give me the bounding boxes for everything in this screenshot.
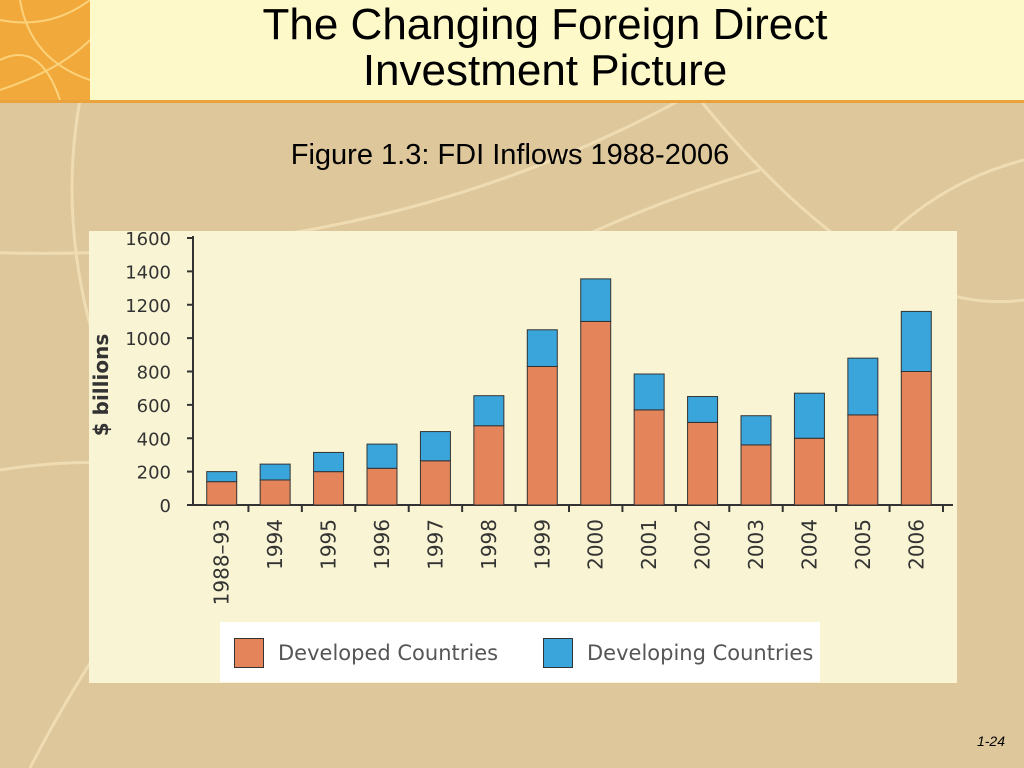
bar-developed <box>366 467 398 506</box>
legend-label-developing: Developing Countries <box>587 641 814 665</box>
bar-developed <box>419 460 451 506</box>
legend-item-developing: Developing Countries <box>543 637 813 669</box>
x-tick-label: 2004 <box>797 519 821 570</box>
bar-developing <box>419 431 451 462</box>
bar-developing <box>473 395 505 427</box>
x-tick-label: 2000 <box>584 519 608 570</box>
y-tick-label: 1200 <box>125 296 171 317</box>
bar-developing <box>633 373 665 411</box>
chart-panel: 0 200 400 600 800 1000 1200 1400 1600 $ billions 1… <box>89 229 957 683</box>
y-tick-label: 1000 <box>125 329 171 350</box>
bar-developing <box>687 396 719 423</box>
y-tick-label: 0 <box>160 496 171 517</box>
fdi-stacked-bar-chart: 0 200 400 600 800 1000 1200 1400 1600 $ billions 1… <box>89 229 953 605</box>
x-tick-label: 2006 <box>904 519 928 570</box>
legend-label-developed: Developed Countries <box>278 641 499 665</box>
y-tick-label: 1600 <box>125 231 171 250</box>
legend-swatch-developed <box>234 638 264 668</box>
bar-developed <box>633 409 665 506</box>
bar-developing <box>259 463 291 481</box>
bar-developing <box>526 329 558 367</box>
bar-developing <box>847 357 879 416</box>
y-tick-label: 800 <box>137 363 171 384</box>
bar-developed <box>580 320 612 506</box>
bar-developed <box>900 371 932 506</box>
x-tick-label: 2001 <box>637 519 661 570</box>
bar-developed <box>313 471 345 506</box>
x-tick-label: 2003 <box>744 519 768 570</box>
bar-developed <box>206 481 238 506</box>
x-tick-label: 1996 <box>370 519 394 570</box>
y-axis-label: $ billions <box>89 334 113 437</box>
y-tick-label: 600 <box>137 396 171 417</box>
x-tick-label: 1994 <box>263 519 287 570</box>
bar-developing <box>313 451 345 473</box>
legend-item-developed: Developed Countries <box>234 637 498 669</box>
bar-developing <box>740 415 772 446</box>
bar-developing <box>793 392 825 439</box>
page-number: 1-24 <box>976 733 1005 749</box>
bar-developing <box>366 443 398 469</box>
legend-swatch-developing <box>543 638 573 668</box>
x-tick-label: 1995 <box>317 519 341 570</box>
x-tick-label: 1998 <box>477 519 501 570</box>
figure-caption: Figure 1.3: FDI Inflows 1988-2006 <box>290 139 730 171</box>
title-line-2: Investment Picture <box>362 46 728 95</box>
bar-developed <box>473 425 505 506</box>
corner-decoration <box>0 0 90 100</box>
bar-developing <box>206 471 238 483</box>
bar-developed <box>526 365 558 506</box>
header-band <box>0 0 1024 103</box>
y-tick-label: 1400 <box>125 262 171 283</box>
bar-developing <box>900 310 932 373</box>
bar-developed <box>740 444 772 506</box>
bar-developed <box>847 414 879 506</box>
slide-title: The Changing Foreign Direct Investment P… <box>120 2 970 94</box>
y-tick-label: 200 <box>137 463 171 484</box>
title-line-1: The Changing Foreign Direct <box>262 0 828 49</box>
chart-legend: Developed Countries Developing Countries <box>220 622 820 682</box>
x-tick-label: 1999 <box>530 519 554 570</box>
y-tick-label: 400 <box>137 429 171 450</box>
x-tick-label: 2005 <box>851 519 875 570</box>
bar-developing <box>580 278 612 322</box>
x-tick-label: 1988–93 <box>210 519 234 605</box>
bar-developed <box>793 437 825 506</box>
x-tick-label: 2002 <box>691 519 715 570</box>
bar-developed <box>687 421 719 506</box>
bar-developed <box>259 479 291 506</box>
x-tick-label: 1997 <box>423 519 447 570</box>
